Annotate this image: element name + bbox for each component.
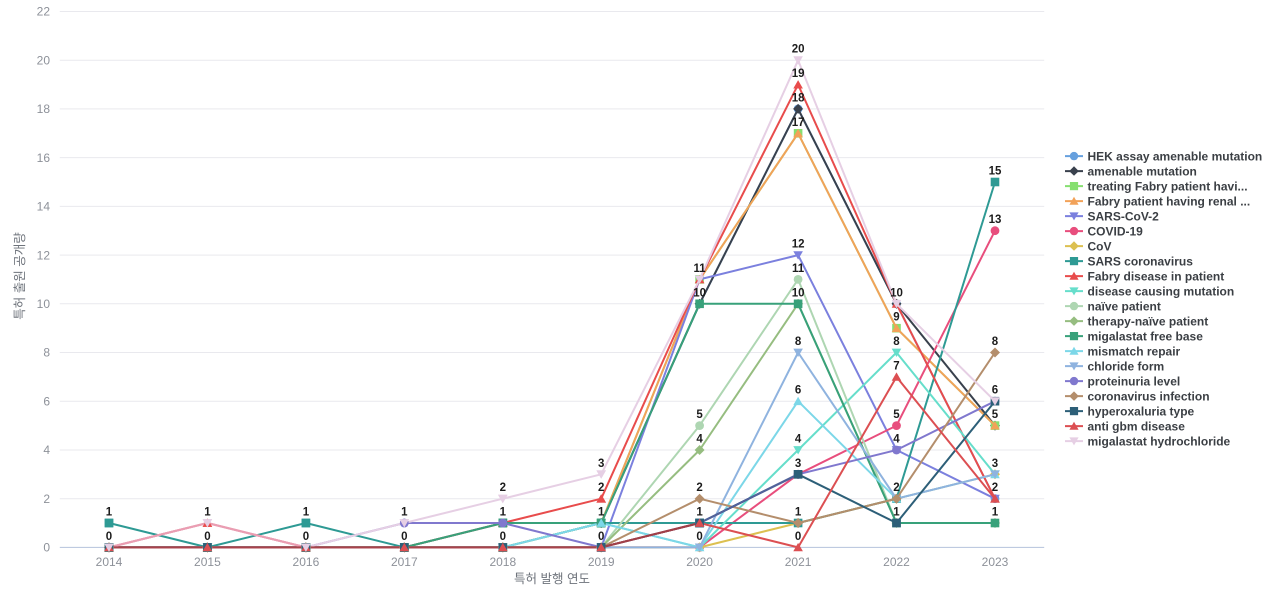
svg-text:Fabry patient having renal ...: Fabry patient having renal ... bbox=[1088, 194, 1251, 208]
svg-text:10: 10 bbox=[890, 287, 903, 299]
svg-text:12: 12 bbox=[37, 248, 51, 262]
svg-text:3: 3 bbox=[992, 458, 998, 470]
svg-text:5: 5 bbox=[696, 409, 703, 421]
svg-text:2: 2 bbox=[893, 482, 899, 494]
svg-text:22: 22 bbox=[37, 5, 51, 19]
svg-text:4: 4 bbox=[696, 434, 703, 446]
svg-text:0: 0 bbox=[401, 531, 407, 543]
svg-text:13: 13 bbox=[989, 214, 1002, 226]
svg-text:0: 0 bbox=[204, 531, 210, 543]
svg-text:2017: 2017 bbox=[391, 555, 418, 569]
svg-text:1: 1 bbox=[500, 507, 507, 519]
svg-text:1: 1 bbox=[106, 507, 113, 519]
svg-text:16: 16 bbox=[37, 151, 51, 165]
svg-text:8: 8 bbox=[893, 336, 900, 348]
svg-text:1: 1 bbox=[696, 507, 703, 519]
svg-text:1: 1 bbox=[893, 507, 900, 519]
svg-text:11: 11 bbox=[694, 263, 707, 275]
svg-text:0: 0 bbox=[598, 531, 604, 543]
svg-text:coronavirus infection: coronavirus infection bbox=[1088, 389, 1210, 403]
svg-text:8: 8 bbox=[795, 336, 802, 348]
svg-text:amenable mutation: amenable mutation bbox=[1088, 164, 1197, 178]
svg-text:5: 5 bbox=[992, 409, 999, 421]
svg-text:anti gbm disease: anti gbm disease bbox=[1088, 419, 1186, 433]
svg-text:특허 출원 공개량: 특허 출원 공개량 bbox=[13, 232, 27, 320]
svg-text:migalastat hydrochloride: migalastat hydrochloride bbox=[1088, 434, 1231, 448]
svg-text:2: 2 bbox=[43, 492, 50, 506]
svg-text:4: 4 bbox=[893, 434, 900, 446]
svg-text:6: 6 bbox=[795, 385, 801, 397]
svg-text:3: 3 bbox=[598, 458, 604, 470]
svg-text:naïve patient: naïve patient bbox=[1088, 299, 1161, 313]
svg-text:1: 1 bbox=[795, 507, 802, 519]
svg-text:CoV: CoV bbox=[1088, 239, 1112, 253]
svg-text:2021: 2021 bbox=[785, 555, 812, 569]
svg-text:0: 0 bbox=[106, 531, 112, 543]
svg-text:chloride form: chloride form bbox=[1088, 359, 1165, 373]
svg-text:therapy-naïve patient: therapy-naïve patient bbox=[1088, 314, 1209, 328]
svg-text:17: 17 bbox=[792, 117, 805, 129]
svg-text:2023: 2023 bbox=[982, 555, 1009, 569]
svg-text:9: 9 bbox=[893, 312, 899, 324]
svg-text:2015: 2015 bbox=[194, 555, 221, 569]
svg-text:treating Fabry patient havi...: treating Fabry patient havi... bbox=[1088, 179, 1248, 193]
svg-text:disease causing mutation: disease causing mutation bbox=[1088, 284, 1235, 298]
svg-text:8: 8 bbox=[992, 336, 999, 348]
svg-text:8: 8 bbox=[43, 346, 50, 360]
svg-text:특허 발행 연도: 특허 발행 연도 bbox=[514, 571, 590, 586]
svg-text:2019: 2019 bbox=[588, 555, 615, 569]
svg-text:1: 1 bbox=[204, 507, 211, 519]
svg-text:1: 1 bbox=[303, 507, 310, 519]
svg-text:0: 0 bbox=[696, 531, 702, 543]
svg-text:0: 0 bbox=[795, 531, 801, 543]
svg-text:2020: 2020 bbox=[686, 555, 713, 569]
svg-text:hyperoxaluria type: hyperoxaluria type bbox=[1088, 404, 1195, 418]
svg-text:4: 4 bbox=[43, 443, 50, 457]
svg-text:0: 0 bbox=[43, 541, 50, 555]
svg-text:3: 3 bbox=[795, 458, 801, 470]
svg-text:18: 18 bbox=[37, 102, 51, 116]
svg-text:2016: 2016 bbox=[293, 555, 320, 569]
svg-text:20: 20 bbox=[37, 53, 51, 67]
svg-text:2: 2 bbox=[598, 482, 604, 494]
svg-text:mismatch repair: mismatch repair bbox=[1088, 344, 1181, 358]
svg-text:1: 1 bbox=[598, 507, 605, 519]
svg-text:10: 10 bbox=[693, 287, 706, 299]
svg-text:2: 2 bbox=[992, 482, 998, 494]
svg-text:5: 5 bbox=[893, 409, 900, 421]
svg-text:proteinuria level: proteinuria level bbox=[1088, 374, 1181, 388]
svg-text:7: 7 bbox=[893, 360, 899, 372]
svg-text:COVID-19: COVID-19 bbox=[1088, 224, 1144, 238]
svg-text:15: 15 bbox=[989, 166, 1002, 178]
svg-text:1: 1 bbox=[992, 507, 999, 519]
svg-text:10: 10 bbox=[37, 297, 51, 311]
svg-text:4: 4 bbox=[795, 434, 802, 446]
svg-text:19: 19 bbox=[792, 68, 805, 80]
svg-text:2018: 2018 bbox=[489, 555, 516, 569]
svg-text:2: 2 bbox=[500, 482, 506, 494]
svg-text:Fabry disease in patient: Fabry disease in patient bbox=[1088, 269, 1225, 283]
svg-text:SARS coronavirus: SARS coronavirus bbox=[1088, 254, 1194, 268]
svg-text:18: 18 bbox=[792, 92, 805, 104]
svg-text:SARS-CoV-2: SARS-CoV-2 bbox=[1088, 209, 1160, 223]
svg-text:2014: 2014 bbox=[96, 555, 123, 569]
svg-text:12: 12 bbox=[792, 239, 805, 251]
svg-text:6: 6 bbox=[992, 385, 998, 397]
svg-text:6: 6 bbox=[43, 394, 50, 408]
svg-text:migalastat free base: migalastat free base bbox=[1088, 329, 1204, 343]
svg-text:0: 0 bbox=[500, 531, 506, 543]
svg-text:14: 14 bbox=[37, 200, 51, 214]
svg-text:0: 0 bbox=[303, 531, 309, 543]
svg-text:20: 20 bbox=[792, 44, 805, 56]
svg-text:2022: 2022 bbox=[883, 555, 910, 569]
svg-text:1: 1 bbox=[401, 507, 408, 519]
svg-text:11: 11 bbox=[792, 263, 805, 275]
svg-text:2: 2 bbox=[696, 482, 702, 494]
svg-text:HEK assay amenable mutation: HEK assay amenable mutation bbox=[1088, 149, 1263, 163]
svg-text:10: 10 bbox=[792, 287, 805, 299]
